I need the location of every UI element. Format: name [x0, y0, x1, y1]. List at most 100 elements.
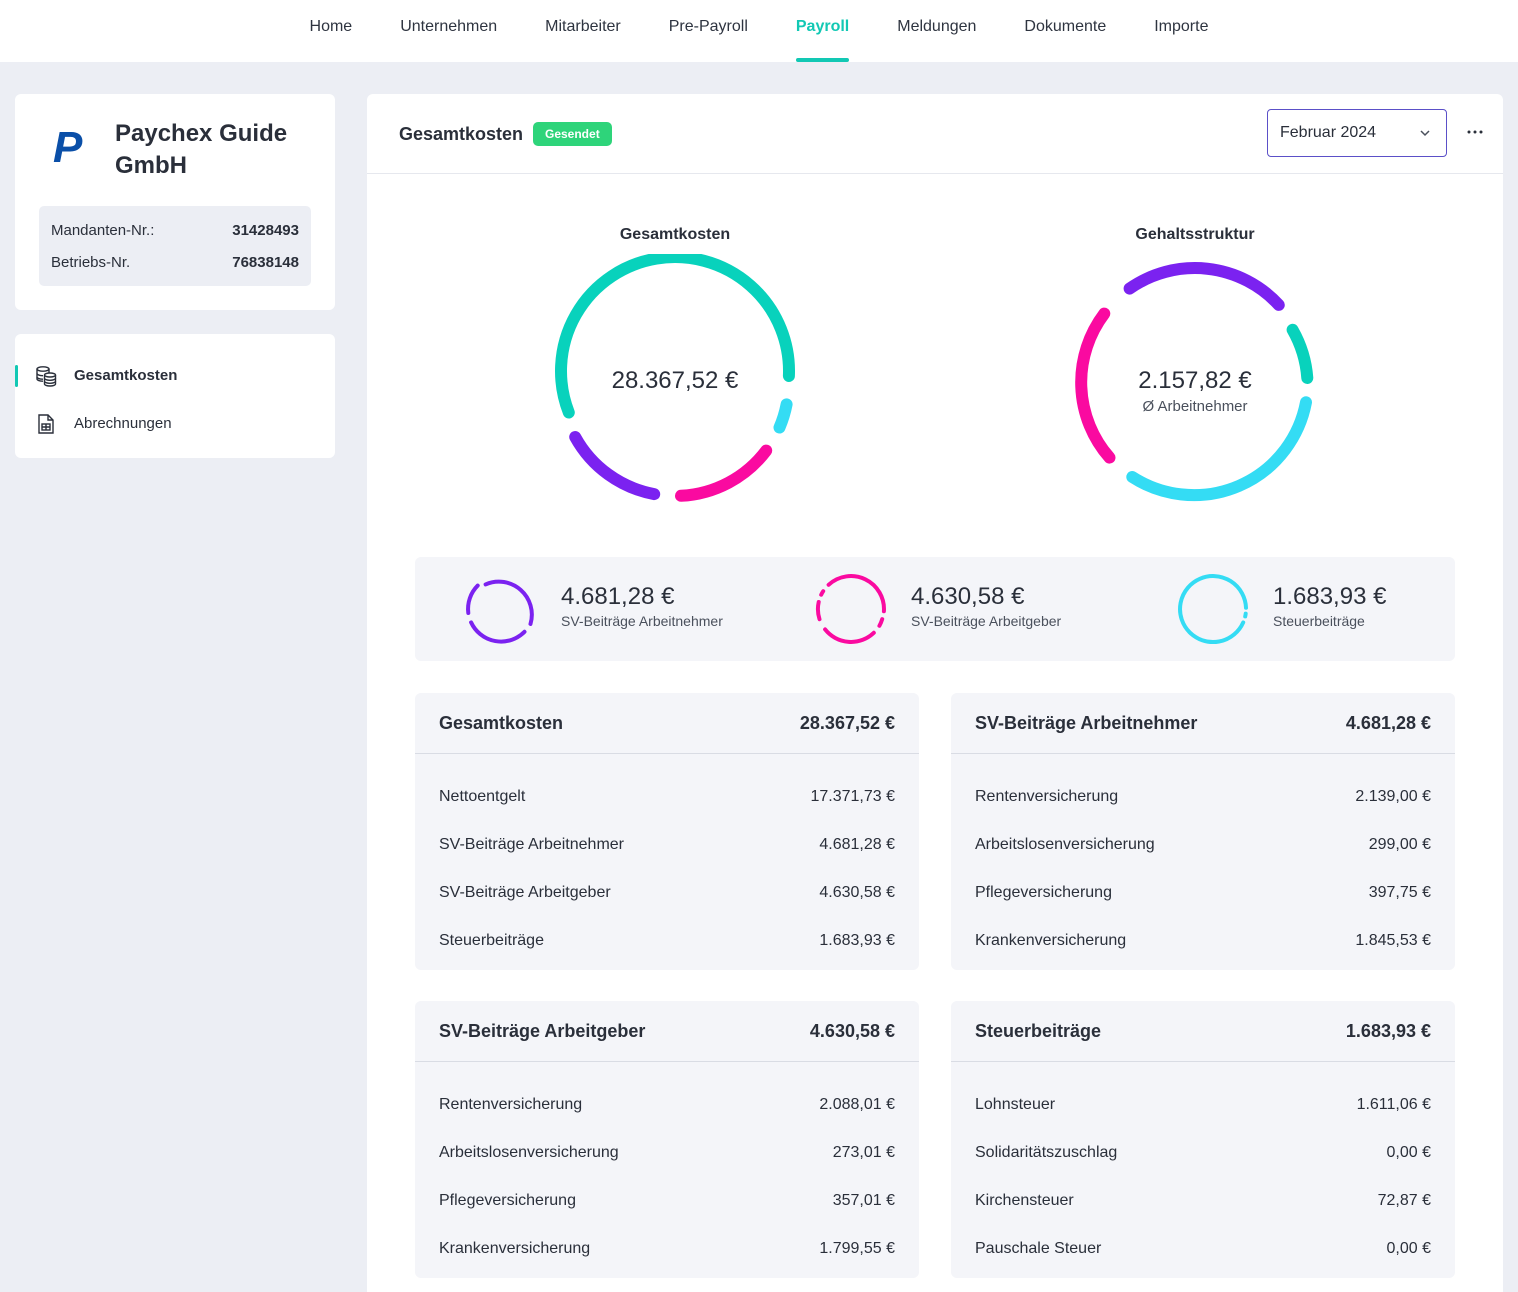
donut-gehaltsstruktur-title: Gehaltsstruktur — [1135, 226, 1255, 243]
donut-gehaltsstruktur-value: 2.157,82 € — [1138, 367, 1252, 394]
month-select-value: Februar 2024 — [1280, 124, 1377, 141]
nav-meldungen[interactable]: Meldungen — [897, 0, 976, 62]
sidebar-item-gesamtkosten[interactable]: Gesamtkosten — [15, 355, 335, 395]
company-name: Paychex Guide GmbH — [115, 118, 315, 182]
nav-label: Meldungen — [897, 18, 977, 35]
mini-ring-cyan — [1178, 574, 1248, 645]
row-value: 4.681,28 € — [819, 836, 895, 853]
table-row: Steuerbeiträge 1.683,93 € — [415, 917, 919, 965]
table-sum: 28.367,52 € — [799, 713, 895, 733]
nav-unternehmen[interactable]: Unternehmen — [400, 0, 497, 62]
table-sum: 4.681,28 € — [1345, 713, 1431, 733]
mini-ring-segment — [469, 620, 527, 644]
top-nav-items: Home Unternehmen Mitarbeiter Pre-Payroll… — [0, 0, 1518, 62]
table-row: Kirchensteuer 72,87 € — [951, 1177, 1455, 1225]
row-value: 397,75 € — [1368, 884, 1431, 901]
company-ids: Mandanten-Nr.: 31428493 Betriebs-Nr. 768… — [39, 206, 311, 286]
mini-ring-segment — [819, 589, 826, 597]
chevron-down-icon — [1420, 130, 1430, 137]
mandant-value: 31428493 — [232, 221, 299, 239]
sidebar-item-label: Abrechnungen — [74, 414, 172, 432]
active-tab-indicator — [795, 58, 850, 62]
table-row: Solidaritätszuschlag 0,00 € — [951, 1129, 1455, 1177]
row-label: Kirchensteuer — [975, 1192, 1074, 1209]
table-row: Pflegeversicherung 357,01 € — [415, 1177, 919, 1225]
table-row: Pauschale Steuer 0,00 € — [951, 1225, 1455, 1273]
row-label: Krankenversicherung — [439, 1240, 591, 1257]
summary-amount: 1.683,93 € — [1273, 583, 1387, 610]
table-row: SV-Beiträge Arbeitgeber 4.630,58 € — [415, 869, 919, 917]
row-label: Arbeitslosenversicherung — [439, 1144, 619, 1161]
row-value: 1.799,55 € — [819, 1240, 895, 1257]
nav-importe[interactable]: Importe — [1154, 0, 1208, 62]
row-label: Pflegeversicherung — [439, 1192, 576, 1209]
table-sum: 4.630,58 € — [809, 1021, 895, 1041]
table-sv-arbeitgeber: SV-Beiträge Arbeitgeber 4.630,58 € Rente… — [415, 1001, 919, 1278]
nav-label: Payroll — [795, 18, 850, 35]
row-value: 1.845,53 € — [1355, 932, 1431, 949]
mini-ring-segment — [483, 579, 534, 626]
nav-label: Dokumente — [1024, 18, 1107, 35]
more-options-icon[interactable] — [1463, 120, 1487, 144]
table-row: Krankenversicherung 1.845,53 € — [951, 917, 1455, 965]
row-label: Steuerbeiträge — [439, 932, 544, 949]
mini-ring-segment — [823, 627, 876, 644]
company-logo: P — [53, 126, 83, 166]
nav-label: Importe — [1154, 18, 1209, 35]
row-value: 4.630,58 € — [819, 884, 895, 901]
row-label: Arbeitslosenversicherung — [975, 836, 1155, 853]
row-value: 273,01 € — [832, 1144, 895, 1161]
donut-segment-sv-arbeitnehmer — [569, 431, 661, 501]
row-value: 0,00 € — [1386, 1144, 1431, 1161]
nav-pre-payroll[interactable]: Pre-Payroll — [669, 0, 748, 62]
row-value: 299,00 € — [1368, 836, 1431, 853]
donut-segment-sv-arbeitgeber — [675, 444, 773, 502]
summary-caption: Steuerbeiträge — [1273, 613, 1365, 629]
table-gesamtkosten: Gesamtkosten 28.367,52 € Nettoentgelt 17.… — [415, 693, 919, 970]
row-label: Pflegeversicherung — [975, 884, 1112, 901]
donut-segment-steuer — [773, 398, 793, 434]
sidebar-item-abrechnungen[interactable]: Abrechnungen — [15, 403, 335, 443]
table-sum: 1.683,93 € — [1345, 1021, 1431, 1041]
table-steuerbeitraege: Steuerbeiträge 1.683,93 € Lohnsteuer 1.61… — [951, 1001, 1455, 1278]
nav-mitarbeiter[interactable]: Mitarbeiter — [545, 0, 621, 62]
donut-segment-netto — [1126, 396, 1312, 502]
row-value: 357,01 € — [832, 1192, 895, 1209]
table-header: Gesamtkosten 28.367,52 € — [415, 693, 919, 754]
coins-stack-icon — [36, 366, 57, 387]
mini-ring-segment — [815, 600, 822, 622]
row-label: Nettoentgelt — [439, 788, 526, 805]
row-label: Solidaritätszuschlag — [975, 1144, 1118, 1161]
nav-home[interactable]: Home — [310, 0, 353, 62]
row-label: Lohnsteuer — [975, 1096, 1056, 1113]
table-row: Krankenversicherung 1.799,55 € — [415, 1225, 919, 1273]
summary-amount: 4.681,28 € — [561, 583, 675, 610]
donut-gehaltsstruktur-subtitle: Ø Arbeitnehmer — [1142, 398, 1248, 415]
nav-payroll[interactable]: Payroll — [795, 0, 850, 62]
donut-segment-nettoentgelt — [555, 254, 795, 419]
panel-header: Gesamtkosten Gesendet Februar 2024 — [367, 94, 1503, 174]
table-title: SV-Beiträge Arbeitnehmer — [975, 713, 1198, 733]
summary-caption: SV-Beiträge Arbeitnehmer — [561, 613, 723, 629]
row-value: 72,87 € — [1377, 1192, 1431, 1209]
table-title: Gesamtkosten — [439, 713, 564, 733]
nav-label: Mitarbeiter — [545, 18, 621, 35]
page-title: Gesamtkosten — [399, 124, 524, 144]
mandant-label: Mandanten-Nr.: — [51, 221, 155, 239]
nav-dokumente[interactable]: Dokumente — [1024, 0, 1106, 62]
row-label: Pauschale Steuer — [975, 1240, 1102, 1257]
sidebar-item-label: Gesamtkosten — [74, 366, 178, 384]
company-name-line2: GmbH — [115, 152, 187, 179]
row-value: 1.611,06 € — [1356, 1096, 1431, 1113]
table-header: SV-Beiträge Arbeitgeber 4.630,58 € — [415, 1001, 919, 1062]
main-panel: Gesamtkosten Gesendet Februar 2024 Gesam… — [367, 94, 1503, 1292]
donut-segment-sv-arbeitgeber — [1075, 307, 1116, 464]
donut-segment-sv-arbeitnehmer — [1123, 262, 1285, 311]
row-label: Krankenversicherung — [975, 932, 1127, 949]
company-name-line1: Paychex Guide — [115, 120, 288, 147]
table-row: Nettoentgelt 17.371,73 € — [415, 773, 919, 821]
table-header: SV-Beiträge Arbeitnehmer 4.681,28 € — [951, 693, 1455, 754]
company-card: P Paychex Guide GmbH Mandanten-Nr.: 3142… — [15, 94, 335, 310]
month-select[interactable]: Februar 2024 — [1267, 109, 1447, 157]
side-navigation: Gesamtkosten Abrechnungen — [15, 334, 335, 458]
